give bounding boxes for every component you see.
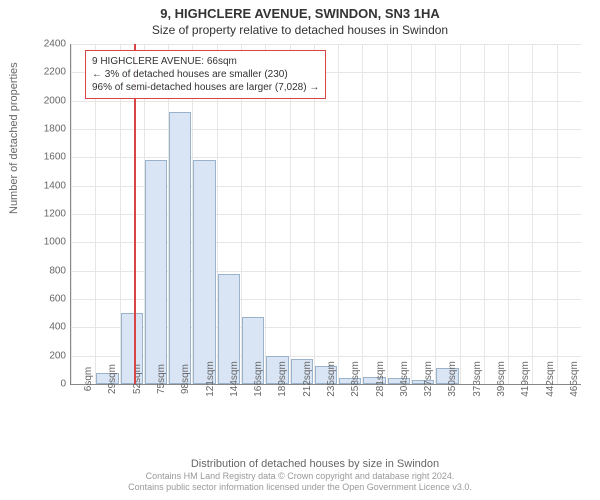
x-tick-label: 304sqm [399,361,410,397]
gridline-v [557,44,558,384]
histogram-bar [193,160,215,384]
y-tick-label: 200 [34,350,66,361]
x-tick-label: 29sqm [107,364,118,394]
y-tick-label: 1600 [34,152,66,163]
gridline-v [411,44,412,384]
histogram-bar [169,112,191,384]
gridline-h [71,44,581,45]
gridline-v [71,44,72,384]
chart-page: 9, HIGHCLERE AVENUE, SWINDON, SN3 1HA Si… [0,0,600,500]
x-tick-label: 442sqm [545,361,556,397]
x-tick-label: 75sqm [156,364,167,394]
y-tick-label: 400 [34,322,66,333]
gridline-v [532,44,533,384]
y-tick-label: 600 [34,294,66,305]
x-tick-label: 166sqm [253,361,264,397]
x-tick-label: 258sqm [350,361,361,397]
y-tick-label: 1800 [34,124,66,135]
y-tick-label: 2000 [34,95,66,106]
y-tick-label: 800 [34,265,66,276]
callout-line1: 9 HIGHCLERE AVENUE: 66sqm [92,55,319,68]
page-subtitle: Size of property relative to detached ho… [0,21,600,41]
plot-area: 6sqm29sqm52sqm75sqm98sqm121sqm144sqm166s… [70,44,581,385]
gridline-v [460,44,461,384]
x-tick-label: 465sqm [569,361,580,397]
y-tick-label: 1400 [34,180,66,191]
gridline-v [362,44,363,384]
chart-container: Number of detached properties 6sqm29sqm5… [50,44,580,424]
attribution-line2: Contains public sector information licen… [0,482,600,494]
x-tick-label: 144sqm [229,361,240,397]
x-tick-label: 281sqm [375,361,386,397]
gridline-h [71,157,581,158]
y-tick-label: 2200 [34,67,66,78]
x-tick-label: 235sqm [326,361,337,397]
gridline-v [435,44,436,384]
y-tick-label: 1200 [34,209,66,220]
x-tick-label: 396sqm [496,361,507,397]
y-axis-label: Number of detached properties [8,62,20,214]
y-tick-label: 1000 [34,237,66,248]
x-tick-label: 189sqm [277,361,288,397]
y-tick-label: 2400 [34,39,66,50]
x-tick-label: 212sqm [302,361,313,397]
callout-line2: ← 3% of detached houses are smaller (230… [92,68,319,81]
gridline-v [387,44,388,384]
x-tick-label: 373sqm [472,361,483,397]
gridline-v [484,44,485,384]
x-tick-label: 350sqm [447,361,458,397]
gridline-h [71,101,581,102]
gridline-v [508,44,509,384]
x-axis-label: Distribution of detached houses by size … [50,458,580,470]
callout-line3: 96% of semi-detached houses are larger (… [92,81,319,94]
x-tick-label: 6sqm [83,367,94,391]
attribution-line1: Contains HM Land Registry data © Crown c… [0,471,600,483]
x-tick-label: 121sqm [205,361,216,397]
page-title: 9, HIGHCLERE AVENUE, SWINDON, SN3 1HA [0,0,600,21]
gridline-h [71,129,581,130]
y-tick-label: 0 [34,379,66,390]
attribution: Contains HM Land Registry data © Crown c… [0,471,600,494]
gridline-v [338,44,339,384]
x-tick-label: 419sqm [520,361,531,397]
x-tick-label: 98sqm [180,364,191,394]
x-tick-label: 327sqm [423,361,434,397]
histogram-bar [145,160,167,384]
marker-callout: 9 HIGHCLERE AVENUE: 66sqm ← 3% of detach… [85,50,326,99]
